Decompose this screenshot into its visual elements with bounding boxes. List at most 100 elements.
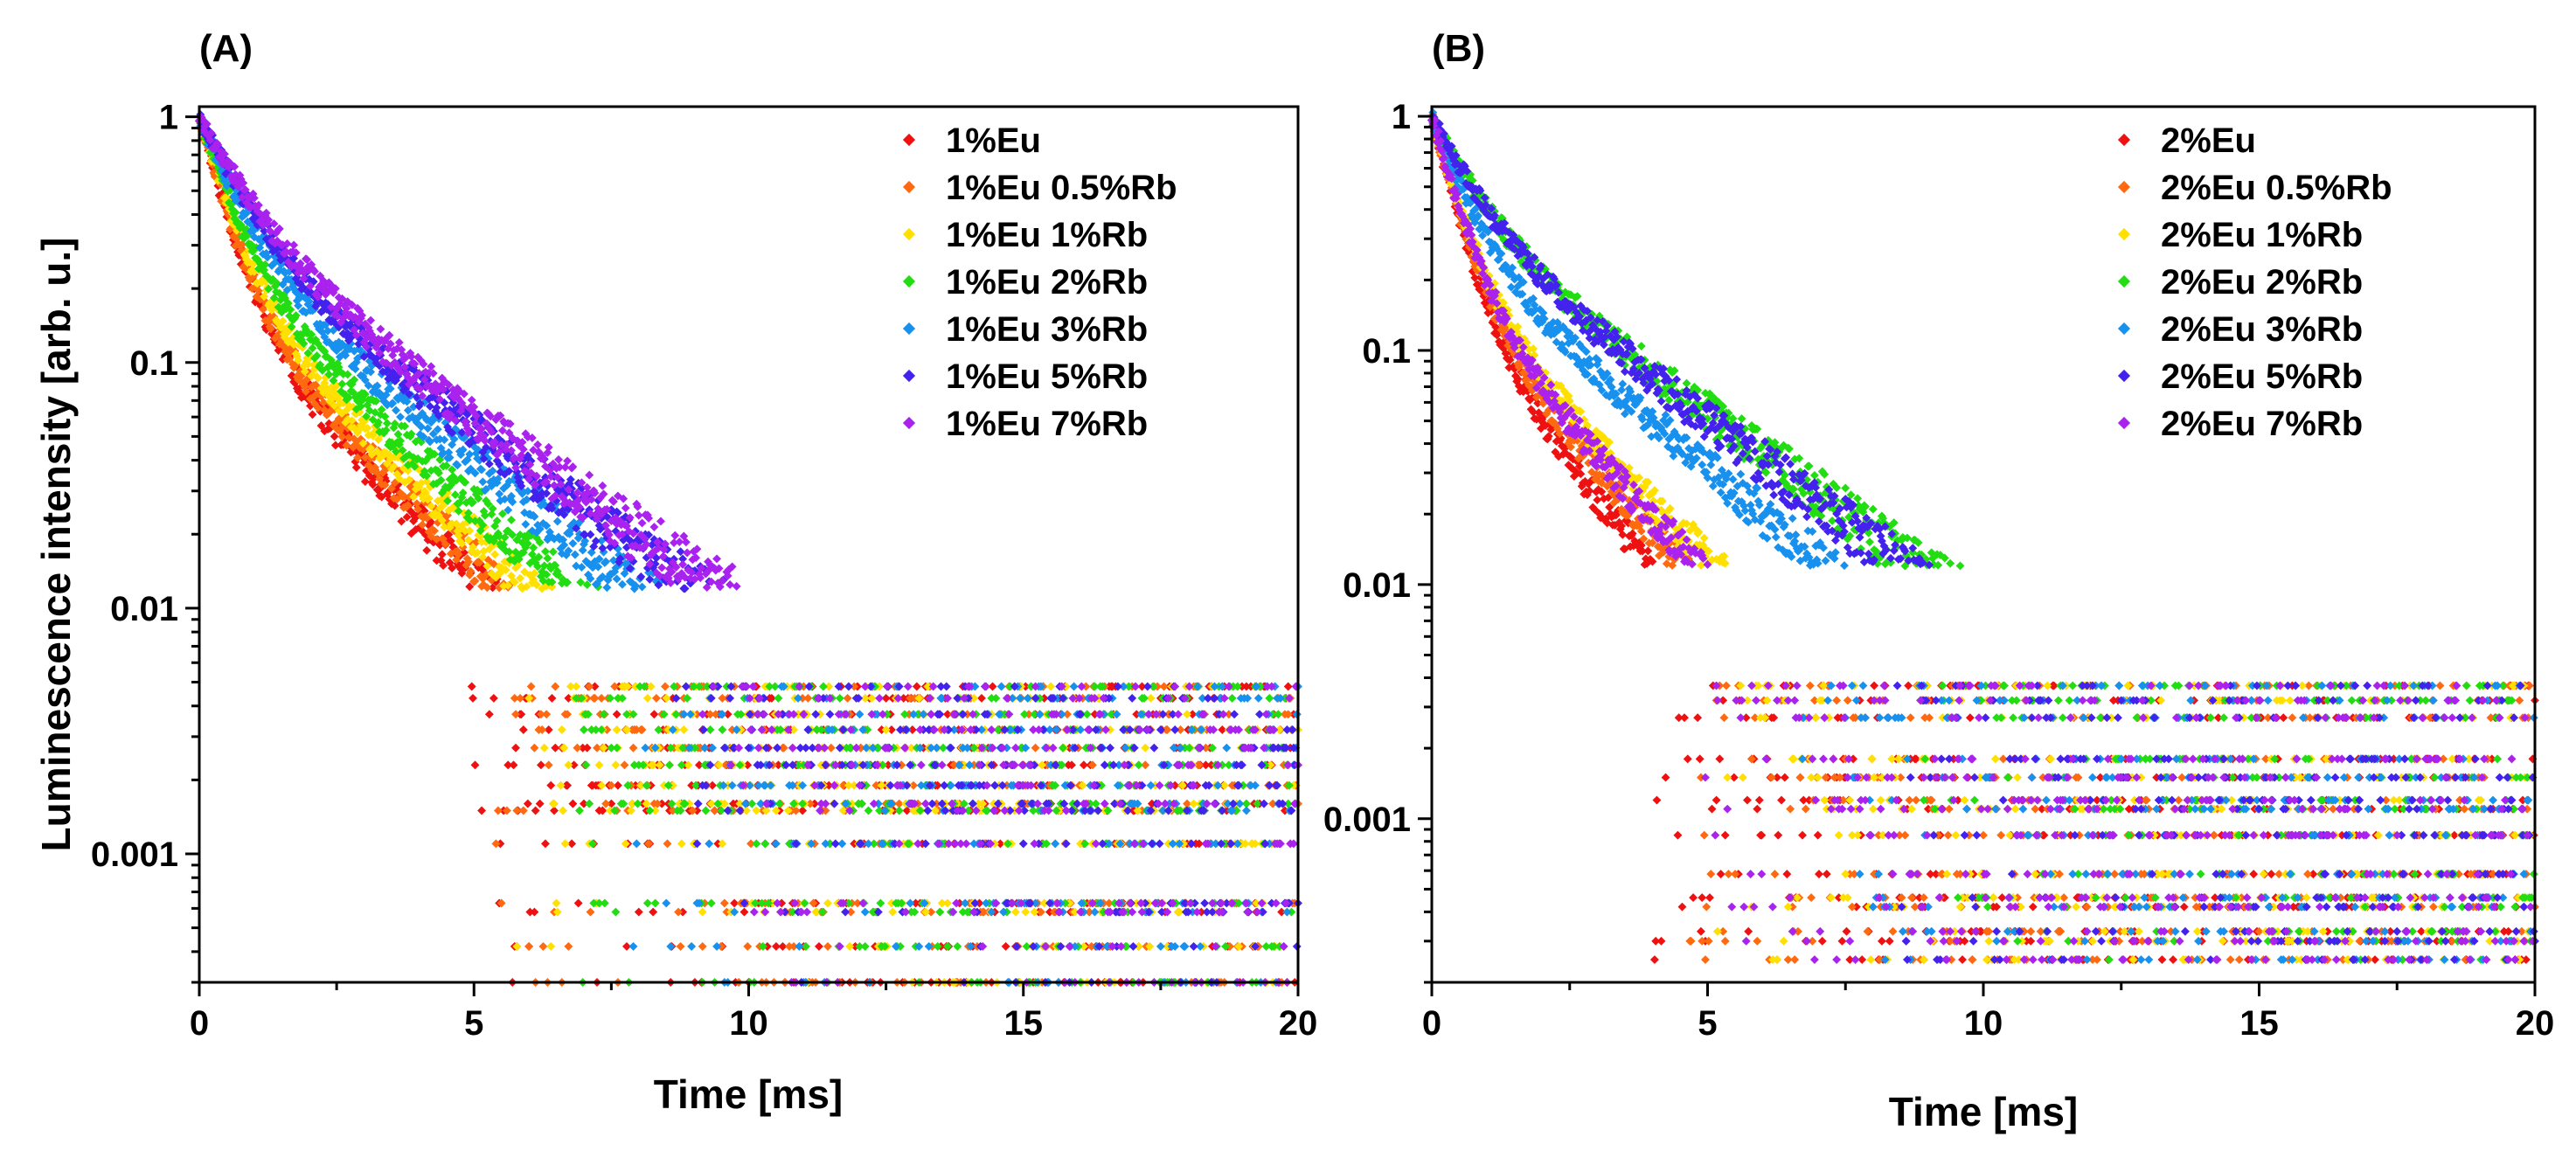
data-point: [1142, 682, 1152, 691]
data-point: [642, 898, 652, 908]
data-point: [467, 395, 476, 405]
data-point: [628, 743, 638, 752]
data-point: [521, 519, 531, 529]
data-point: [289, 240, 299, 250]
data-point: [860, 907, 870, 917]
data-point: [1288, 725, 1297, 734]
data-point: [1260, 799, 1268, 808]
data-point: [940, 780, 949, 790]
data-point: [517, 710, 526, 719]
data-point: [743, 760, 753, 770]
data-point: [548, 547, 558, 557]
data-point: [465, 582, 475, 592]
data-point: [718, 725, 727, 734]
data-point: [390, 501, 399, 510]
data-point: [585, 682, 594, 691]
data-point: [397, 517, 406, 526]
data-point: [444, 530, 454, 539]
data-point: [776, 907, 785, 917]
data-point: [439, 561, 448, 571]
data-point: [920, 907, 930, 917]
data-point: [1030, 907, 1039, 917]
data-point: [670, 530, 680, 540]
data-point: [511, 743, 520, 752]
data-point: [523, 799, 532, 808]
data-point: [835, 941, 844, 951]
data-point: [580, 725, 588, 734]
data-point: [478, 477, 488, 487]
data-point: [578, 743, 587, 752]
data-point: [1128, 941, 1138, 951]
data-point: [637, 518, 647, 528]
data-point: [541, 547, 550, 557]
data-point: [1097, 743, 1106, 752]
data-point: [611, 760, 621, 770]
data-point: [422, 545, 432, 555]
data-point: [713, 839, 723, 849]
data-point: [752, 806, 761, 815]
data-point: [906, 898, 915, 908]
data-point: [600, 898, 609, 908]
data-point: [393, 429, 403, 439]
data-point: [607, 799, 616, 808]
data-point: [590, 682, 600, 691]
data-point: [943, 898, 952, 908]
data-point: [819, 682, 828, 691]
data-point: [692, 806, 702, 815]
data-point: [573, 898, 583, 908]
data-point: [622, 725, 631, 734]
data-point: [726, 579, 735, 589]
data-point: [800, 898, 809, 908]
data-point: [1090, 907, 1100, 917]
data-point: [760, 907, 770, 917]
data-point: [526, 682, 536, 691]
data-point: [552, 898, 561, 908]
data-point: [814, 941, 823, 951]
data-point: [572, 682, 581, 691]
data-point: [698, 941, 707, 951]
data-point: [1237, 760, 1246, 770]
data-point: [530, 907, 539, 917]
data-point: [491, 839, 501, 849]
data-point: [1080, 839, 1090, 849]
data-point: [681, 682, 691, 691]
data-point: [676, 941, 685, 951]
data-point: [612, 710, 621, 719]
data-point: [821, 839, 830, 849]
data-point: [611, 907, 621, 917]
data-point: [581, 760, 591, 770]
data-point: [1149, 743, 1159, 752]
data-point: [1059, 743, 1067, 752]
data-point: [564, 693, 573, 703]
data-point: [531, 806, 540, 815]
data-point: [518, 725, 528, 734]
data-point: [858, 898, 868, 908]
data-point: [351, 462, 361, 472]
panel-a-data-points: [195, 110, 1302, 987]
data-point: [734, 743, 744, 752]
data-point: [817, 907, 827, 917]
data-point: [1241, 806, 1251, 815]
data-point: [651, 693, 661, 703]
data-point: [844, 682, 853, 691]
data-point: [888, 907, 898, 917]
data-point: [946, 743, 955, 752]
data-point: [582, 743, 592, 752]
data-point: [774, 693, 783, 703]
data-point: [977, 693, 986, 703]
data-point: [677, 839, 686, 849]
data-point: [825, 710, 835, 719]
data-point: [665, 760, 674, 770]
data-point: [644, 839, 654, 849]
data-point: [1226, 839, 1236, 849]
data-point: [597, 725, 607, 734]
data-point: [845, 941, 855, 951]
data-point: [612, 743, 621, 752]
data-point: [610, 682, 620, 691]
data-point: [990, 780, 1000, 790]
data-point: [628, 941, 638, 951]
data-point: [557, 725, 566, 734]
data-point: [687, 780, 697, 790]
data-point: [823, 941, 832, 951]
